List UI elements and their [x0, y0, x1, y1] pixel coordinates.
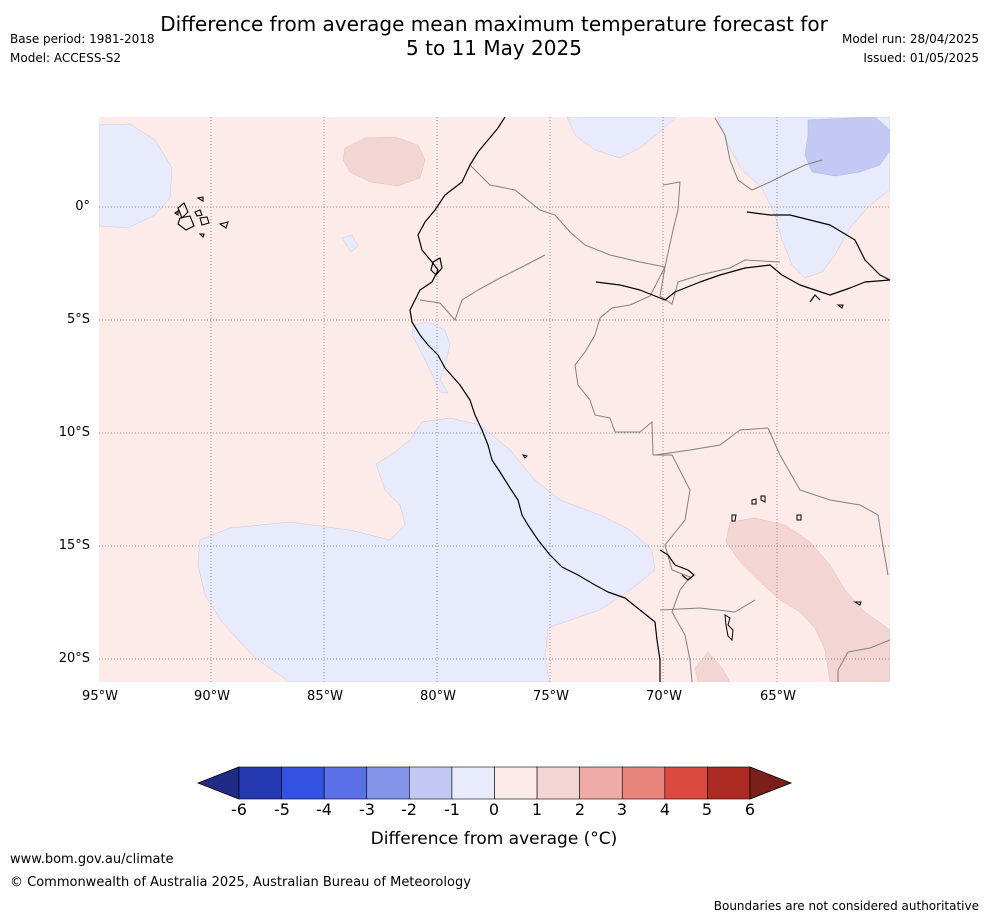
- colorbar-swatch: [707, 766, 751, 800]
- colorbar-tick-label: -3: [359, 800, 375, 819]
- disclaimer-text: Boundaries are not considered authoritat…: [713, 899, 979, 913]
- colorbar-swatch: [281, 766, 325, 800]
- colorbar-label: Difference from average (°C): [370, 829, 618, 849]
- lon-tick-label: 80°W: [420, 689, 456, 704]
- anomaly-fill-1-to-2: [342, 136, 890, 682]
- colorbar: [196, 766, 793, 800]
- colorbar-tick-label: 1: [531, 800, 543, 819]
- map-gridlines: [99, 117, 890, 682]
- lon-tick-label: 75°W: [533, 689, 569, 704]
- model-name: Model: ACCESS-S2: [10, 51, 122, 65]
- colorbar-tick-label: -4: [316, 800, 332, 819]
- galapagos-islands: [174, 196, 229, 239]
- colorbar-swatch: [366, 766, 410, 800]
- colorbar-tick-label: 3: [616, 800, 628, 819]
- lon-tick-label: 70°W: [646, 689, 682, 704]
- colorbar-swatch: [579, 766, 623, 800]
- colorbar-swatch: [536, 766, 580, 800]
- copyright-text: © Commonwealth of Australia 2025, Austra…: [10, 875, 471, 890]
- website-text: www.bom.gov.au/climate: [10, 852, 174, 867]
- lat-tick-label: 15°S: [58, 538, 90, 553]
- title-line-2: 5 to 11 May 2025: [406, 36, 582, 60]
- colorbar-tick-label: 0: [488, 800, 500, 819]
- colorbar-swatch: [238, 766, 282, 800]
- lon-tick-label: 85°W: [307, 689, 343, 704]
- lat-tick-label: 10°S: [58, 425, 90, 440]
- colorbar-swatch: [621, 766, 666, 800]
- colorbar-tick-label: 6: [744, 800, 756, 819]
- issued-date: Issued: 01/05/2025: [863, 51, 979, 65]
- colorbar-swatch: [323, 766, 368, 800]
- colorbar-tick-label: -6: [231, 800, 247, 819]
- colorbar-tick-label: 4: [659, 800, 671, 819]
- model-run-date: Model run: 28/04/2025: [841, 32, 979, 46]
- lake-islands: [521, 304, 862, 642]
- colorbar-swatch: [664, 766, 708, 800]
- anomaly-fill-minus2-to-minus1: [804, 117, 890, 177]
- lat-tick-label: 20°S: [58, 651, 90, 666]
- coastline: [409, 117, 890, 682]
- colorbar-extend-low: [196, 766, 240, 800]
- colorbar-tick-label: -5: [274, 800, 290, 819]
- chart-title: Difference from average mean maximum tem…: [0, 12, 988, 60]
- colorbar-tick-label: -1: [444, 800, 460, 819]
- colorbar-tick-label: -2: [401, 800, 417, 819]
- base-period: Base period: 1981-2018: [10, 32, 155, 46]
- colorbar-swatch: [494, 766, 538, 800]
- country-borders: [419, 117, 890, 682]
- colorbar-extend-high: [749, 766, 793, 800]
- lat-tick-label: 5°S: [66, 312, 90, 327]
- lat-tick-label: 0°: [75, 199, 90, 214]
- title-line-1: Difference from average mean maximum tem…: [160, 12, 828, 36]
- lon-tick-label: 90°W: [194, 689, 230, 704]
- lon-tick-label: 65°W: [760, 689, 796, 704]
- colorbar-swatch: [451, 766, 495, 800]
- map-plot: [99, 117, 890, 682]
- lon-tick-label: 95°W: [82, 689, 118, 704]
- colorbar-swatch: [409, 766, 453, 800]
- colorbar-tick-label: 5: [701, 800, 713, 819]
- colorbar-tick-label: 2: [574, 800, 586, 819]
